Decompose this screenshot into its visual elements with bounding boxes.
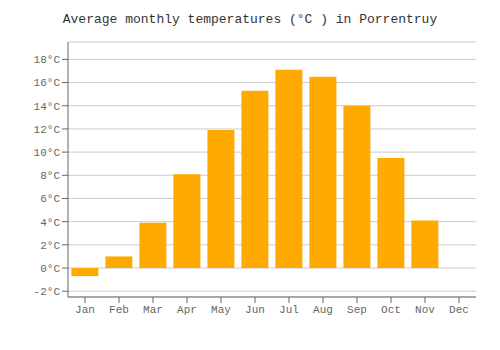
svg-text:-2°C: -2°C bbox=[34, 286, 61, 298]
svg-text:Mar: Mar bbox=[143, 304, 163, 316]
svg-text:Oct: Oct bbox=[381, 304, 401, 316]
svg-text:Dec: Dec bbox=[449, 304, 469, 316]
svg-text:18°C: 18°C bbox=[34, 54, 61, 66]
svg-text:6°C: 6°C bbox=[40, 193, 60, 205]
svg-text:0°C: 0°C bbox=[40, 263, 60, 275]
svg-text:2°C: 2°C bbox=[40, 240, 60, 252]
svg-text:May: May bbox=[211, 304, 231, 316]
svg-text:12°C: 12°C bbox=[34, 124, 61, 136]
svg-text:Sep: Sep bbox=[347, 304, 367, 316]
svg-text:Aug: Aug bbox=[313, 304, 333, 316]
svg-text:Jul: Jul bbox=[279, 304, 299, 316]
svg-text:10°C: 10°C bbox=[34, 147, 61, 159]
svg-text:8°C: 8°C bbox=[40, 170, 60, 182]
html-text:Average monthly temperatures (: Average monthly temperatures (°C ) in Po… bbox=[62, 12, 438, 27]
svg-text:Jun: Jun bbox=[245, 304, 265, 316]
svg-text:16°C: 16°C bbox=[34, 77, 61, 89]
svg-text:14°C: 14°C bbox=[34, 101, 61, 113]
svg-text:4°C: 4°C bbox=[40, 217, 60, 229]
svg-text:Feb: Feb bbox=[109, 304, 129, 316]
svg-text:Apr: Apr bbox=[177, 304, 197, 316]
svg-text:Nov: Nov bbox=[415, 304, 435, 316]
svg-text:Jan: Jan bbox=[75, 304, 95, 316]
